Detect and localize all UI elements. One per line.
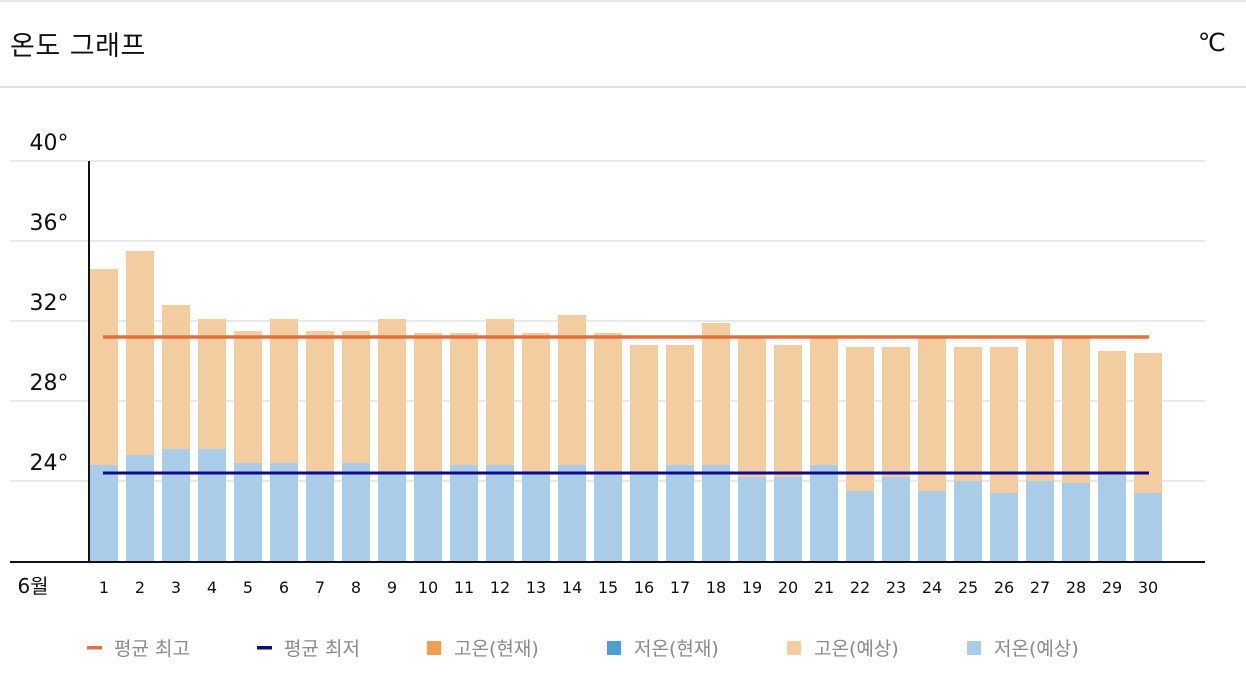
low-forecast-bar	[522, 471, 550, 561]
low-forecast-bar	[126, 455, 154, 561]
x-tick-label: 7	[315, 578, 325, 597]
low-forecast-bar	[486, 465, 514, 561]
top-rule	[0, 0, 1246, 2]
x-tick-label: 9	[387, 578, 397, 597]
x-tick-label: 1	[99, 578, 109, 597]
low-forecast-bar	[882, 477, 910, 561]
low-forecast-bar	[666, 465, 694, 561]
low-forecast-bar	[1134, 493, 1162, 561]
legend-label: 저온(예상)	[994, 638, 1079, 660]
low-forecast-bar	[234, 463, 262, 561]
x-tick-label: 24	[922, 578, 942, 597]
legend-swatch	[787, 641, 801, 655]
x-tick-label: 13	[526, 578, 546, 597]
x-tick-label: 3	[171, 578, 181, 597]
legend-swatch	[427, 641, 441, 655]
x-tick-label: 16	[634, 578, 654, 597]
low-forecast-bar	[810, 465, 838, 561]
low-forecast-bar	[414, 471, 442, 561]
x-tick-label: 8	[351, 578, 361, 597]
legend-label: 고온(예상)	[814, 638, 899, 660]
legend-label: 평균 최저	[284, 638, 360, 660]
x-tick-label: 30	[1138, 578, 1158, 597]
x-tick-label: 15	[598, 578, 618, 597]
x-tick-label: 11	[454, 578, 474, 597]
low-forecast-bar	[342, 463, 370, 561]
low-forecast-bar	[1062, 483, 1090, 561]
y-tick-label: 32°	[30, 291, 69, 316]
x-tick-label: 29	[1102, 578, 1122, 597]
y-tick-label: 40°	[30, 131, 69, 156]
low-forecast-bar	[270, 463, 298, 561]
low-forecast-bar	[450, 465, 478, 561]
x-tick-label: 28	[1066, 578, 1086, 597]
y-tick-label: 36°	[30, 211, 69, 236]
low-forecast-bar	[990, 493, 1018, 561]
legend-avg-high-marker	[87, 646, 102, 650]
legend-label: 저온(현재)	[634, 638, 719, 660]
x-tick-label: 18	[706, 578, 726, 597]
legend-label: 평균 최고	[114, 638, 190, 660]
x-tick-label: 17	[670, 578, 690, 597]
x-tick-label: 23	[886, 578, 906, 597]
x-tick-label: 12	[490, 578, 510, 597]
low-forecast-bar	[954, 481, 982, 561]
x-tick-label: 22	[850, 578, 870, 597]
x-tick-label: 2	[135, 578, 145, 597]
legend-label: 고온(현재)	[454, 638, 539, 660]
low-forecast-bar	[162, 449, 190, 561]
low-forecast-bar	[306, 471, 334, 561]
low-forecast-bar	[702, 465, 730, 561]
low-forecast-bar	[378, 471, 406, 561]
low-forecast-bar	[918, 491, 946, 561]
page-title: 온도 그래프	[10, 31, 146, 62]
unit-label: ℃	[1197, 28, 1226, 57]
legend-swatch	[607, 641, 621, 655]
x-tick-label: 26	[994, 578, 1014, 597]
low-forecast-bar	[846, 491, 874, 561]
low-forecast-bar	[558, 465, 586, 561]
low-forecast-bar	[1098, 475, 1126, 561]
x-tick-label: 14	[562, 578, 582, 597]
legend-avg-low-marker	[257, 646, 272, 650]
low-forecast-bar	[198, 449, 226, 561]
y-tick-label: 24°	[30, 451, 69, 476]
x-tick-label: 27	[1030, 578, 1050, 597]
x-tick-label: 25	[958, 578, 978, 597]
y-tick-label: 28°	[30, 371, 69, 396]
x-tick-label: 21	[814, 578, 834, 597]
x-tick-label: 10	[418, 578, 438, 597]
low-forecast-bar	[594, 471, 622, 561]
x-tick-label: 20	[778, 578, 798, 597]
low-forecast-bar	[90, 465, 118, 561]
legend-swatch	[967, 641, 981, 655]
x-tick-label: 19	[742, 578, 762, 597]
low-forecast-bar	[738, 477, 766, 561]
x-tick-label: 6	[279, 578, 289, 597]
low-forecast-bar	[630, 471, 658, 561]
chart-header: 온도 그래프 ℃	[0, 2, 1246, 88]
x-tick-label: 5	[243, 578, 253, 597]
low-forecast-bar	[1026, 481, 1054, 561]
month-label: 6월	[17, 574, 48, 598]
low-forecast-bar	[774, 477, 802, 561]
x-tick-label: 4	[207, 578, 217, 597]
